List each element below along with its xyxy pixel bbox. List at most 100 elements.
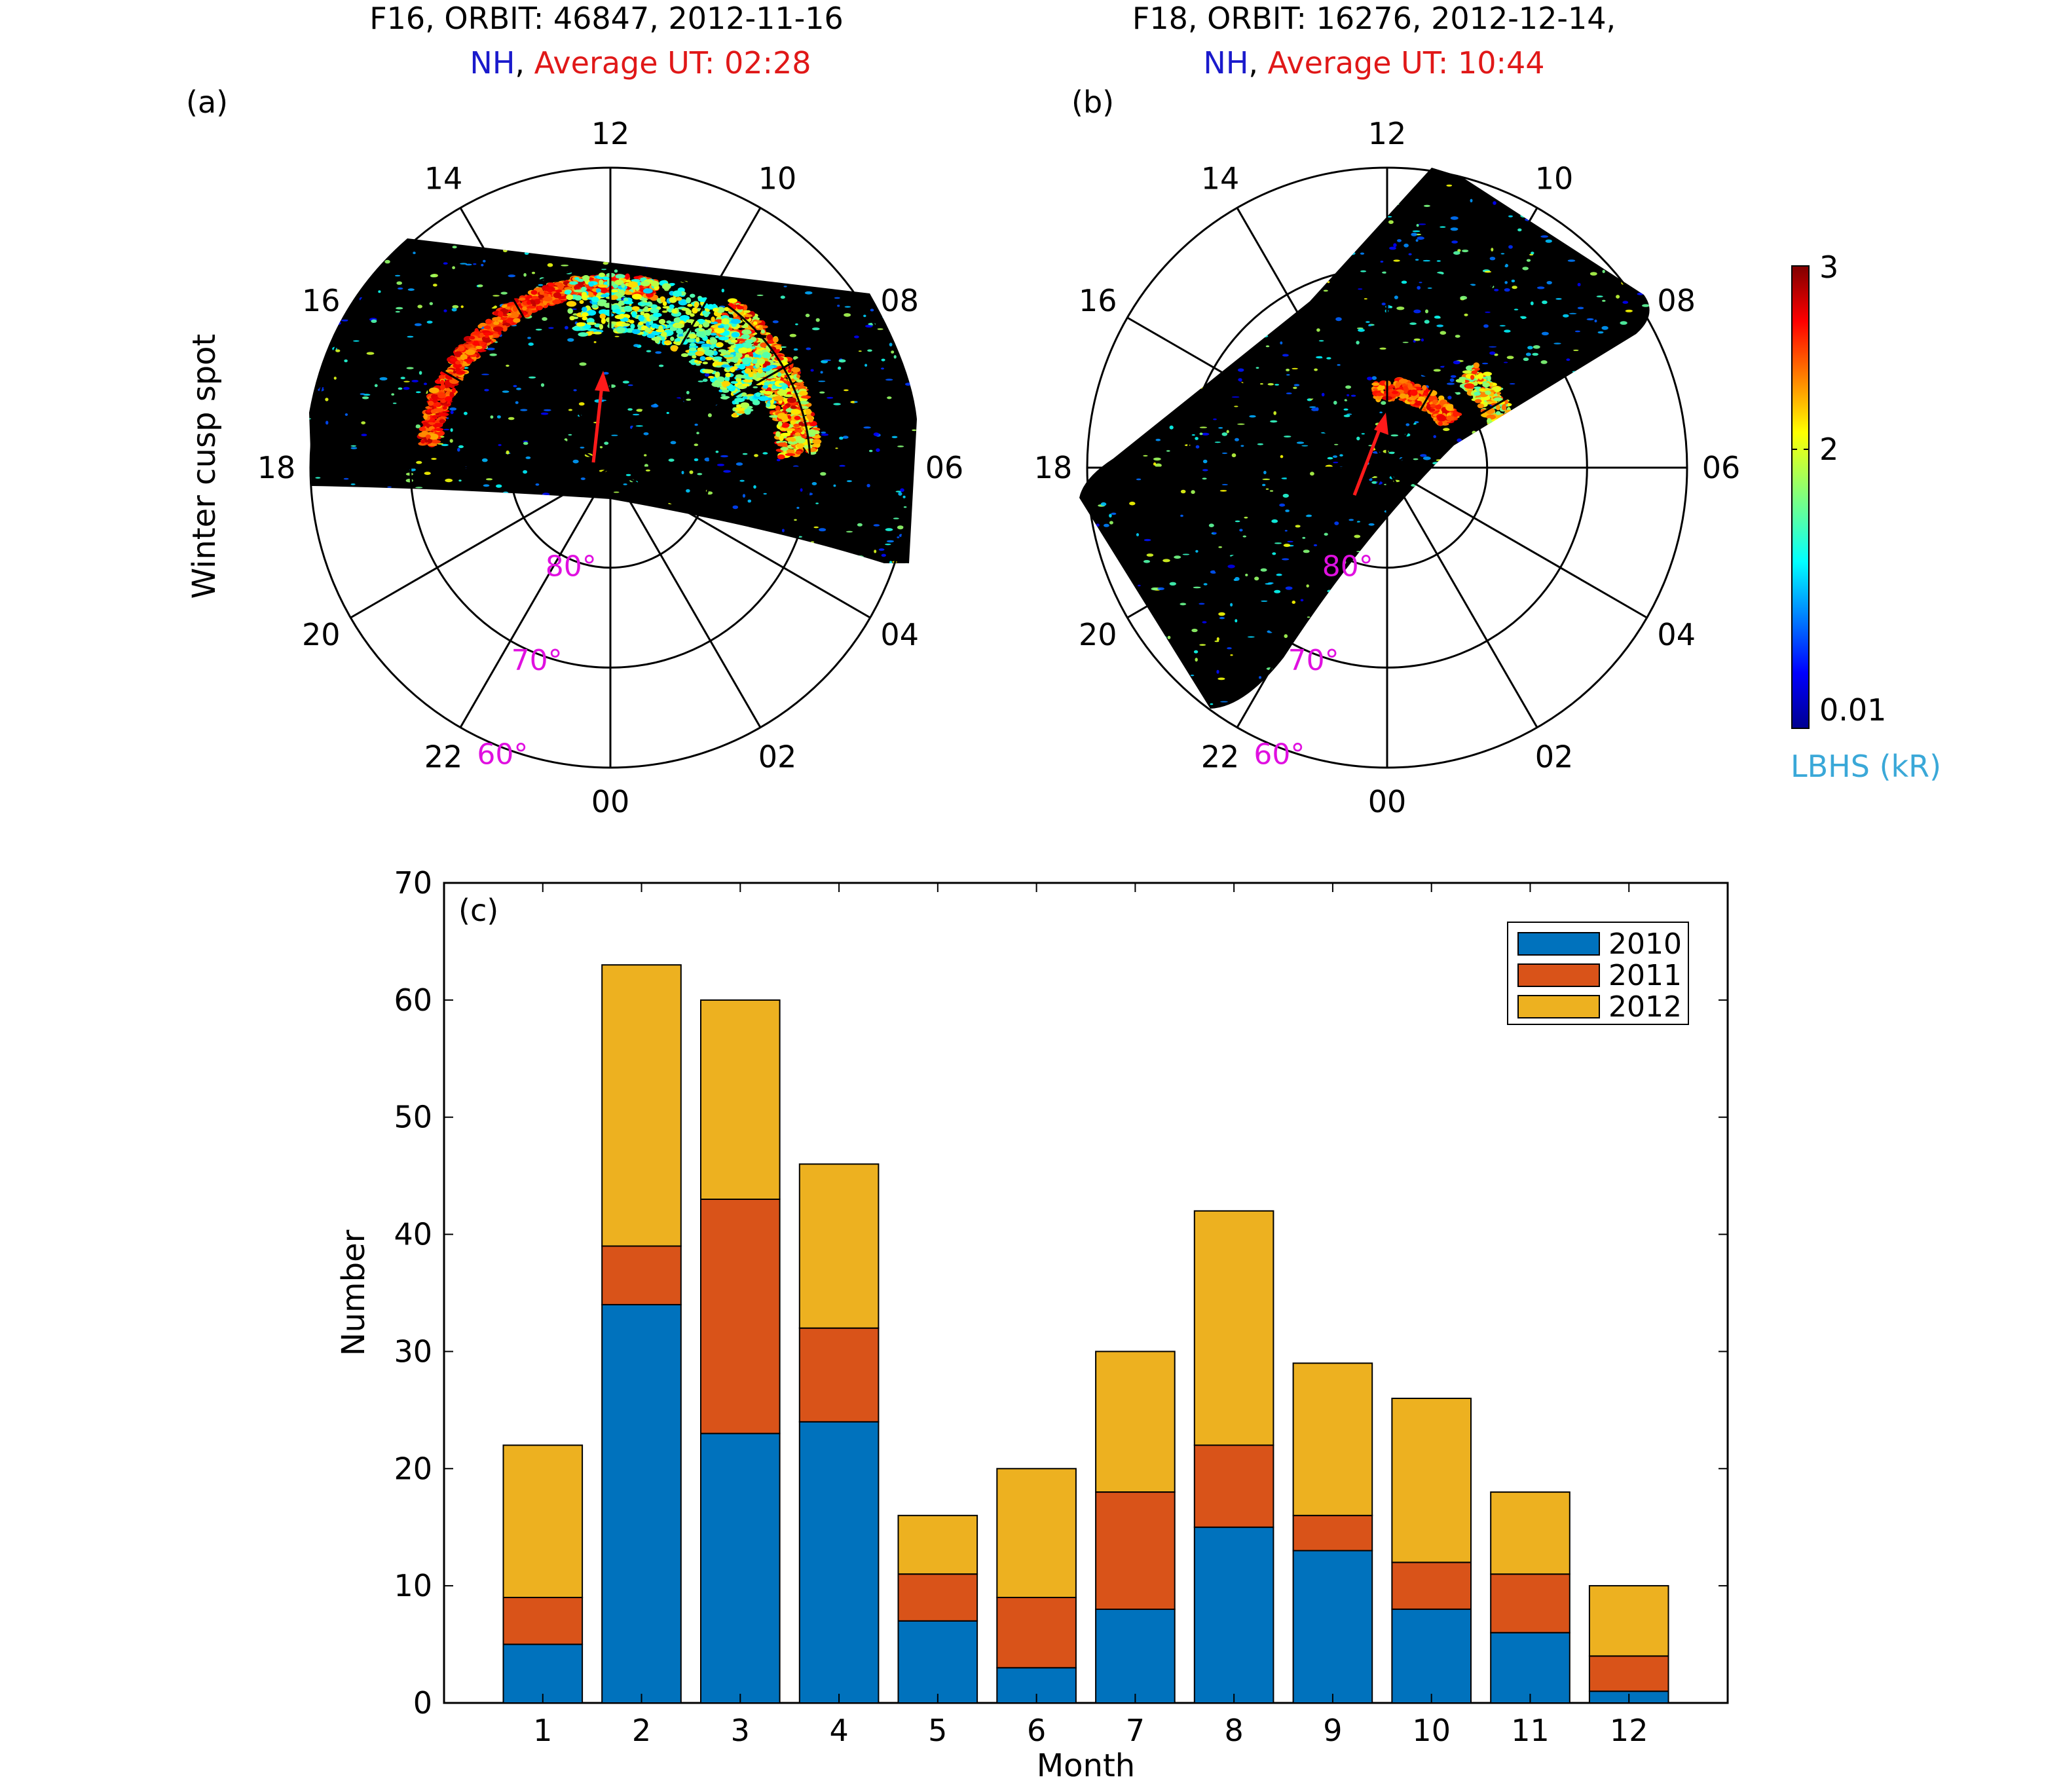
bar-chart-ylabel: Number [335,1229,372,1356]
bar-month-4-2010 [798,1421,880,1704]
legend-label-2010: 2010 [1608,927,1682,961]
panel-a-title-sep: , [515,45,525,81]
y-tick-label-70: 70 [394,865,432,901]
hour-label-02: 02 [758,739,797,775]
panel-b-title-nh: NH [1203,45,1248,81]
y-tick-label-60: 60 [394,982,432,1018]
bar-chart-tag: (c) [458,893,498,928]
bar-month-8-2012 [1193,1210,1274,1446]
bar-month-6-2011 [996,1597,1077,1669]
bar-month-11-2011 [1490,1573,1570,1633]
swath-a-background [309,238,917,563]
bar-month-2-2010 [601,1303,682,1704]
bar-month-3-2011 [700,1198,781,1434]
panel-a-title-line1: F16, ORBIT: 46847, 2012-11-16 [369,1,844,36]
panel-a-title-line2: NH, Average UT: 02:28 [470,45,811,81]
bar-month-9-2010 [1292,1550,1373,1704]
y-tick-label-50: 50 [394,1100,432,1135]
panel-a-title-nh: NH [470,45,515,81]
hour-label-18: 18 [1034,450,1073,485]
polar-grid-a [309,166,912,769]
lat-label-70: 70° [1288,644,1339,677]
lat-label-70: 70° [511,644,563,677]
lat-label-80: 80° [546,550,597,584]
hour-label-00: 00 [591,784,630,819]
bar-month-9-2012 [1292,1362,1373,1516]
bar-month-1-2011 [502,1597,584,1645]
y-tick-label-10: 10 [394,1568,432,1603]
colorbar-gradient [1791,265,1810,729]
bar-month-2-2012 [601,964,682,1247]
bar-chart-x-ticks: 1 2 3 4 5 6 7 8 9 10 11 12 [533,883,1648,1748]
hour-label-06: 06 [1702,450,1741,485]
x-tick-label-9: 9 [1323,1713,1342,1748]
colorbar-label: LBHS (kR) [1791,749,1941,784]
colorbar-tick-mid: 2 [1819,432,1838,467]
swath-b-emission [1079,168,1650,709]
panel-b-title-sep: , [1248,45,1258,81]
bar-chart-bars [502,964,1669,1704]
bar-month-7-2010 [1095,1608,1176,1704]
bar-month-9-2011 [1292,1514,1373,1552]
hour-label-18: 18 [257,450,296,485]
lat-label-80: 80° [1322,550,1373,584]
colorbar-tick-max: 3 [1819,250,1838,285]
polar-plot-a: 12 10 08 06 04 02 00 22 20 18 16 14 80° 70° 60° [257,116,964,819]
bar-month-7-2012 [1095,1351,1176,1493]
hour-label-08: 08 [880,283,919,318]
x-tick-label-6: 6 [1027,1713,1046,1748]
polar-plot-b: 12 10 08 06 04 02 00 22 20 18 16 14 80° 70° 60° [1034,116,1741,819]
cusp-arrow-a-head [595,371,610,392]
bar-month-6-2012 [996,1468,1077,1599]
bar-month-10-2010 [1391,1608,1472,1704]
x-tick-label-7: 7 [1126,1713,1145,1748]
cusp-arrow-a [591,379,604,463]
y-tick-label-40: 40 [394,1217,432,1252]
panel-a-ylabel: Winter cusp spot [186,334,223,599]
hour-label-10: 10 [1535,160,1574,196]
legend-label-2012: 2012 [1608,990,1682,1024]
x-tick-label-8: 8 [1225,1713,1244,1748]
hour-label-22: 22 [1201,739,1240,775]
bar-month-3-2012 [700,999,781,1201]
hour-label-04: 04 [880,617,919,652]
panel-b-title-ut: Average UT: 10:44 [1268,45,1545,81]
panel-b-tag: (b) [1071,84,1114,120]
bar-month-4-2012 [798,1163,880,1329]
swath-b-background [1079,168,1650,709]
panel-a-title-ut: Average UT: 02:28 [534,45,811,81]
polar-labels-b: 12 10 08 06 04 02 00 22 20 18 16 14 80° 70° 60° [1034,116,1741,819]
bar-month-10-2011 [1391,1561,1472,1610]
legend-swatch-2010 [1517,932,1600,956]
x-tick-label-5: 5 [928,1713,947,1748]
x-tick-label-11: 11 [1511,1713,1550,1748]
panel-a-tag: (a) [186,84,228,120]
bar-month-2-2011 [601,1245,682,1305]
polar-grid-b [1086,166,1688,769]
y-tick-label-0: 0 [413,1685,432,1721]
bar-month-4-2011 [798,1327,880,1423]
bar-month-12-2012 [1588,1585,1669,1657]
bar-month-8-2011 [1193,1444,1274,1528]
hour-label-14: 14 [1201,160,1240,196]
bar-chart-xlabel: Month [1037,1747,1135,1784]
legend-swatch-2012 [1517,995,1600,1018]
bar-month-1-2012 [502,1444,584,1598]
bar-month-8-2010 [1193,1526,1274,1704]
bar-month-11-2010 [1490,1632,1570,1704]
hour-label-02: 02 [1535,739,1574,775]
hour-label-12: 12 [591,116,630,151]
hour-label-06: 06 [925,450,964,485]
x-tick-label-2: 2 [632,1713,651,1748]
hour-label-10: 10 [758,160,797,196]
hour-label-14: 14 [424,160,463,196]
colorbar-tick-min: 0.01 [1819,692,1886,728]
hour-label-20: 20 [1079,617,1117,652]
legend-label-2011: 2011 [1608,959,1682,992]
bar-month-7-2011 [1095,1491,1176,1611]
lat-label-60: 60° [477,737,528,771]
bar-chart-y-ticks: 0 10 20 30 40 50 60 70 [394,865,1728,1721]
y-tick-label-20: 20 [394,1451,432,1486]
